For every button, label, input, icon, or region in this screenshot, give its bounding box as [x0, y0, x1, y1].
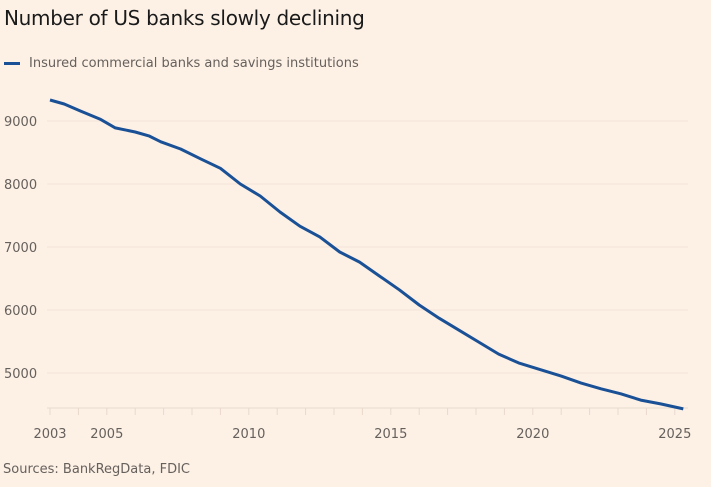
y-tick-label: 6000 [4, 304, 37, 319]
gridlines [47, 120, 688, 374]
y-axis: 9000 8000 7000 6000 5000 [4, 115, 37, 382]
x-tick-label: 2025 [658, 427, 691, 442]
y-tick-label: 8000 [4, 178, 37, 193]
chart-title: Number of US banks slowly declining [4, 6, 365, 30]
x-tick-label: 2010 [232, 427, 265, 442]
series-line-0 [49, 98, 684, 411]
x-tick-label: 2003 [33, 427, 66, 442]
x-tick-label: 2005 [90, 427, 123, 442]
x-axis: 2003 2005 2010 2015 2020 2025 [33, 407, 691, 442]
x-tick-label: 2020 [516, 427, 549, 442]
y-tick-label: 5000 [4, 367, 37, 382]
legend-label: Insured commercial banks and savings ins… [29, 56, 359, 71]
legend: Insured commercial banks and savings ins… [4, 56, 359, 71]
y-tick-label: 7000 [4, 241, 37, 256]
source-note: Sources: BankRegData, FDIC [3, 462, 190, 477]
y-tick-label: 9000 [4, 115, 37, 130]
x-tick-label: 2015 [374, 427, 407, 442]
series-lines [49, 98, 684, 411]
legend-swatch [4, 62, 20, 65]
